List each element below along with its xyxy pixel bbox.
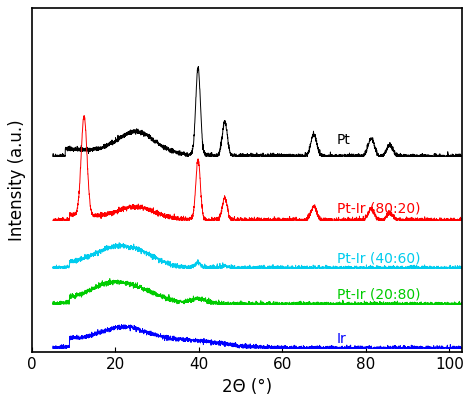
Text: Pt: Pt	[337, 133, 351, 147]
X-axis label: 2Θ (°): 2Θ (°)	[222, 378, 272, 396]
Text: Ir: Ir	[337, 332, 346, 346]
Y-axis label: Intensity (a.u.): Intensity (a.u.)	[9, 120, 27, 241]
Text: Pt-Ir (40:60): Pt-Ir (40:60)	[337, 252, 420, 266]
Text: Pt-Ir (20:80): Pt-Ir (20:80)	[337, 288, 420, 302]
Text: Pt-Ir (80:20): Pt-Ir (80:20)	[337, 202, 420, 215]
